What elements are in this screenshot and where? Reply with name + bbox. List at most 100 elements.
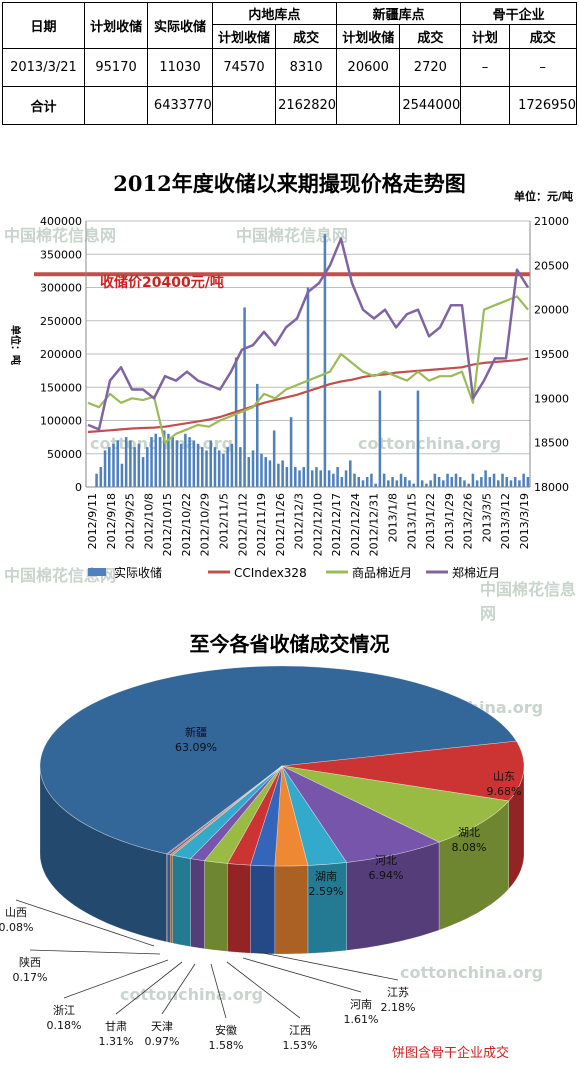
cell-inland-planned xyxy=(211,86,277,125)
x-tick-label: 2013/3/5 xyxy=(480,493,493,542)
pie-label: 陕西 xyxy=(19,955,41,969)
pie-slice-side xyxy=(250,864,276,955)
storage-bar xyxy=(463,480,466,487)
x-tick-label: 2012/12/31 xyxy=(368,493,381,556)
storage-bar xyxy=(332,473,335,487)
storage-bar xyxy=(513,477,517,487)
x-tick-label: 2012/11/26 xyxy=(274,493,287,556)
left-tick-label: 200000 xyxy=(40,348,82,361)
pie-leader-line xyxy=(161,963,196,1015)
province-pie-chart: 新疆 63.09% 山东 9.68% 湖北 8.08% 河北 6.94% 湖南 2.59% 江苏 2.… xyxy=(0,665,525,1052)
left-tick-label: 100000 xyxy=(40,415,82,428)
pie-slice xyxy=(281,740,525,802)
storage-bar xyxy=(239,447,242,487)
header-inland: 内地库点 xyxy=(211,2,338,25)
pie-percent: 1.58% xyxy=(209,1039,244,1052)
pie-slice-side xyxy=(274,865,309,955)
pie-chart-title: 至今各省收储成交情况 xyxy=(189,632,390,656)
legend-label: 郑棉近月 xyxy=(452,565,500,580)
left-tick-label: 350000 xyxy=(40,248,82,261)
storage-bar xyxy=(196,443,200,487)
pie-label: 安徽 xyxy=(215,1023,237,1037)
storage-bar xyxy=(226,447,229,487)
header-enterprise: 骨干企业 xyxy=(460,2,577,25)
storage-bar xyxy=(382,473,386,487)
x-tick-label: 2012/9/11 xyxy=(86,493,99,549)
pie-label: 浙江 xyxy=(53,1004,75,1017)
left-tick-label: 250000 xyxy=(40,315,82,328)
pie-label: 湖北 xyxy=(458,826,480,839)
header-xinjiang-planned: 计划收储 xyxy=(336,24,401,49)
pie-percent: 63.09% xyxy=(175,741,217,754)
cell-inland-deal: 8310 xyxy=(275,48,338,87)
x-tick-label: 2012/11/5 xyxy=(217,493,230,549)
pie-leader-line xyxy=(242,957,362,993)
storage-bar xyxy=(302,467,306,487)
header-xinjiang: 新疆库点 xyxy=(336,2,462,25)
storage-bar xyxy=(179,443,183,487)
legend-label: 实际收储 xyxy=(114,565,162,580)
cell-inland-planned: 74570 xyxy=(211,48,277,87)
storage-bar xyxy=(374,483,377,487)
pie-slice-side xyxy=(167,853,171,944)
x-tick-label: 2013/1/29 xyxy=(443,493,456,549)
header-xinjiang-deal: 成交 xyxy=(399,24,462,49)
pie-slice xyxy=(281,765,510,843)
storage-bar xyxy=(484,470,487,487)
pie-percent: 9.68% xyxy=(487,785,522,798)
storage-bar xyxy=(327,470,331,487)
storage-bar xyxy=(467,483,470,487)
header-planned: 计划收储 xyxy=(83,2,149,49)
pie-slice-side xyxy=(169,854,173,944)
storage-bar xyxy=(247,457,251,487)
pie-slice-side xyxy=(204,860,228,952)
storage-bar xyxy=(420,480,424,487)
storage-bar xyxy=(492,473,496,487)
x-tick-label: 2012/12/3 xyxy=(293,493,306,549)
x-tick-label: 2013/3/12 xyxy=(499,493,512,549)
pie-percent: 8.08% xyxy=(452,841,487,854)
pie-percent: 1.53% xyxy=(283,1039,318,1052)
table-row: 合计 6433770 2162820 2544000 1726950 xyxy=(2,86,578,125)
x-tick-label: 2012/11/12 xyxy=(236,493,249,556)
right-tick-label: 20000 xyxy=(534,304,569,317)
pie-label: 天津 xyxy=(151,1020,173,1033)
storage-bar xyxy=(289,417,293,487)
storage-bar xyxy=(353,473,356,487)
pie-note: 饼图含骨干企业成交 xyxy=(392,1046,510,1061)
storage-bar xyxy=(433,473,437,487)
storage-bar xyxy=(158,437,162,487)
series-line xyxy=(87,237,530,431)
pie-percent: 0.08% xyxy=(0,921,33,934)
price-trend-chart: 0 50000 100000 150000 200000 250000 300000 3500… xyxy=(9,215,569,580)
storage-bar xyxy=(171,437,174,487)
left-tick-label: 150000 xyxy=(40,381,82,394)
storage-bar xyxy=(188,437,191,487)
storage-bar xyxy=(95,473,98,487)
storage-bar xyxy=(260,453,263,487)
right-tick-label: 18500 xyxy=(534,437,569,450)
storage-bar xyxy=(315,467,318,487)
storage-bar xyxy=(370,473,373,487)
x-tick-label: 2012/12/10 xyxy=(311,493,324,556)
storage-bar xyxy=(129,440,132,487)
pie-label: 湖南 xyxy=(315,870,337,883)
storage-bar xyxy=(475,480,479,487)
pie-slice-side xyxy=(172,854,191,947)
storage-bar xyxy=(361,480,365,487)
x-tick-label: 2012/10/15 xyxy=(161,493,174,556)
pie-leader-line xyxy=(115,961,183,1015)
storage-bar xyxy=(522,473,525,487)
cell-inland-deal: 2162820 xyxy=(275,86,338,125)
storage-bar xyxy=(99,467,103,487)
pie-label: 新疆 xyxy=(185,725,207,739)
pie-percent: 0.97% xyxy=(145,1035,180,1048)
storage-bar xyxy=(357,477,361,487)
storage-bar xyxy=(412,483,415,487)
header-inland-planned: 计划收储 xyxy=(211,24,277,49)
pie-leader-line xyxy=(257,951,399,981)
left-axis-label: 单位：吨 xyxy=(9,325,22,365)
storage-bar xyxy=(429,480,432,487)
pie-percent: 2.18% xyxy=(381,1001,416,1014)
pie-label: 江苏 xyxy=(387,986,409,999)
